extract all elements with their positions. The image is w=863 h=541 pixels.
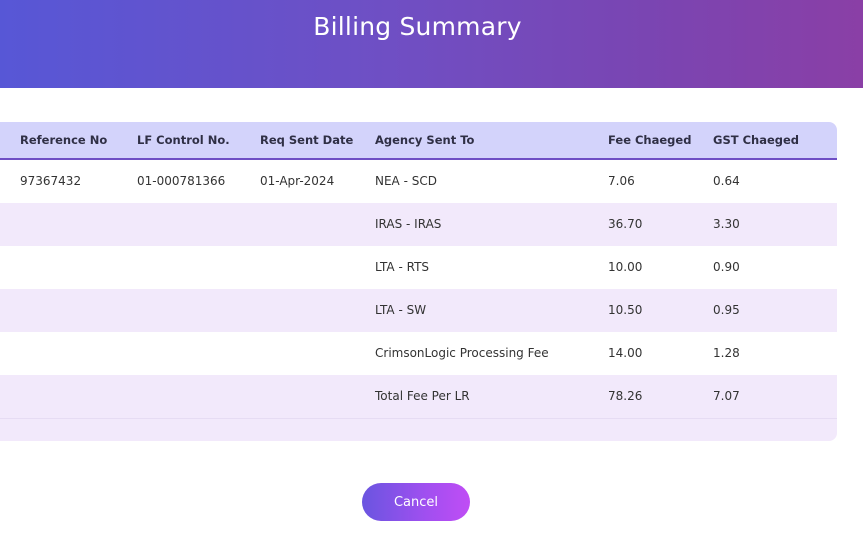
column-header-fee-charged: Fee Chaeged xyxy=(608,133,692,147)
table-header: Reference No LF Control No. Req Sent Dat… xyxy=(0,122,837,160)
column-header-lf-control-no: LF Control No. xyxy=(137,133,230,147)
cancel-button[interactable]: Cancel xyxy=(362,483,470,521)
cell-fee: 10.50 xyxy=(608,303,643,317)
table-row: LTA - RTS 10.00 0.90 xyxy=(0,246,837,290)
page-title: Billing Summary xyxy=(313,12,522,41)
table-row: IRAS - IRAS 36.70 3.30 xyxy=(0,203,837,247)
column-header-gst-charged: GST Chaeged xyxy=(713,133,800,147)
cell-fee: 14.00 xyxy=(608,346,643,360)
cell-agency: LTA - RTS xyxy=(375,260,430,274)
table-row: 97367432 01-000781366 01-Apr-2024 NEA - … xyxy=(0,160,837,204)
cell-fee: 78.26 xyxy=(608,389,643,403)
cell-gst: 7.07 xyxy=(713,389,740,403)
table-row: LTA - SW 10.50 0.95 xyxy=(0,289,837,333)
table-row-total: Total Fee Per LR 78.26 7.07 xyxy=(0,375,837,419)
cell-gst: 3.30 xyxy=(713,217,740,231)
cell-agency: CrimsonLogic Processing Fee xyxy=(375,346,549,360)
cell-gst: 0.64 xyxy=(713,174,740,188)
cell-agency: LTA - SW xyxy=(375,303,427,317)
cell-fee: 10.00 xyxy=(608,260,643,274)
billing-table: Reference No LF Control No. Req Sent Dat… xyxy=(0,122,837,441)
column-header-req-sent-date: Req Sent Date xyxy=(260,133,354,147)
cell-reference-no: 97367432 xyxy=(20,174,82,188)
cell-gst: 1.28 xyxy=(713,346,740,360)
column-header-reference-no: Reference No xyxy=(20,133,108,147)
cell-agency: IRAS - IRAS xyxy=(375,217,442,231)
cell-req-sent-date: 01-Apr-2024 xyxy=(260,174,335,188)
cell-fee: 36.70 xyxy=(608,217,643,231)
cell-lf-control-no: 01-000781366 xyxy=(137,174,226,188)
cell-gst: 0.95 xyxy=(713,303,740,317)
cell-gst: 0.90 xyxy=(713,260,740,274)
cell-fee: 7.06 xyxy=(608,174,635,188)
table-row: CrimsonLogic Processing Fee 14.00 1.28 xyxy=(0,332,837,376)
cell-agency: Total Fee Per LR xyxy=(375,389,470,403)
page-header: Billing Summary xyxy=(0,0,863,88)
column-header-agency-sent-to: Agency Sent To xyxy=(375,133,475,147)
cell-agency: NEA - SCD xyxy=(375,174,437,188)
